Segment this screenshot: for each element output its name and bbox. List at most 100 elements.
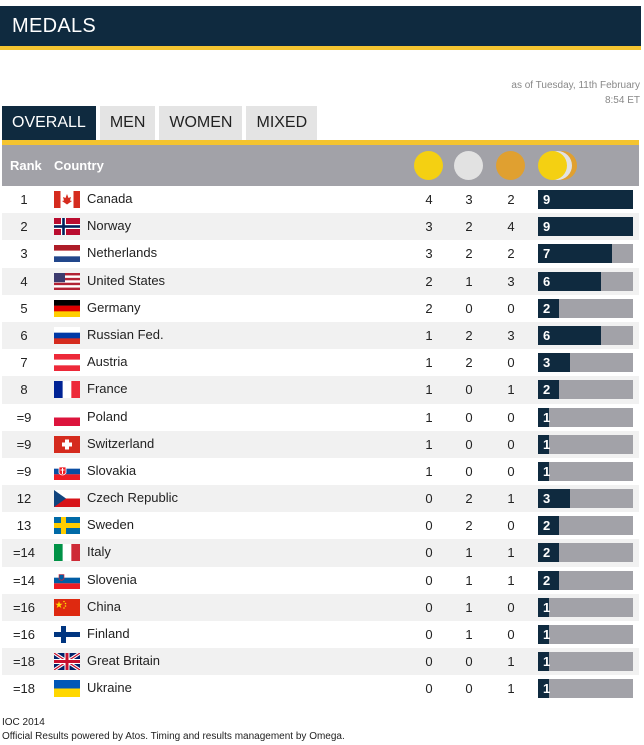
total-count: 1 [543, 627, 551, 642]
total-bar-fill [538, 489, 570, 509]
silver-count: 1 [465, 545, 473, 561]
italy-flag-icon [54, 544, 80, 562]
total-bar-fill [538, 244, 612, 264]
rank-cell: =9 [16, 463, 32, 479]
table-row[interactable]: =9 Poland 1 0 0 1 [2, 404, 639, 431]
total-count: 6 [543, 327, 551, 343]
rank-cell: =16 [12, 599, 36, 615]
rank-cell: =14 [12, 545, 36, 561]
silver-count: 0 [465, 681, 473, 697]
country-name[interactable]: Russian Fed. [87, 326, 164, 342]
gold-count: 1 [425, 409, 433, 425]
france-flag-icon [54, 381, 80, 399]
table-row[interactable]: =14 Italy 0 1 1 2 [2, 539, 639, 567]
table-row[interactable]: =16 China 0 1 0 1 [2, 593, 639, 621]
total-bar-fill [538, 461, 549, 481]
silver-count: 2 [465, 491, 473, 507]
rank-cell: 2 [20, 219, 28, 235]
bronze-count: 2 [507, 246, 515, 262]
total-bar: 6 [538, 325, 633, 345]
total-bar: 2 [538, 298, 633, 318]
country-name[interactable]: Finland [87, 626, 130, 641]
total-bar-fill [538, 652, 549, 672]
table-row[interactable]: =18 Great Britain 0 0 1 1 [2, 648, 639, 676]
table-row[interactable]: 6 Russian Fed. 1 2 3 6 [2, 321, 639, 350]
country-name[interactable]: Germany [87, 299, 141, 315]
table-row[interactable]: 1 Canada 4 3 2 9 [2, 186, 639, 213]
table-row[interactable]: 2 Norway 3 2 4 9 [2, 213, 639, 241]
country-name[interactable]: France [87, 381, 128, 397]
table-row[interactable]: 7 Austria 1 2 0 3 [2, 349, 639, 376]
country-name[interactable]: Austria [87, 354, 128, 370]
total-bar-fill [538, 679, 549, 699]
gold-count: 4 [425, 192, 433, 207]
bronze-medal-icon[interactable] [496, 151, 525, 180]
table-row[interactable]: 12 Czech Republic 0 2 1 3 [2, 485, 639, 513]
country-name[interactable]: Poland [87, 408, 128, 424]
total-count: 2 [543, 300, 551, 316]
country-name[interactable]: Norway [87, 218, 132, 234]
footer-credits: Official Results powered by Atos. Timing… [2, 731, 345, 742]
table-row[interactable]: 4 United States 2 1 3 6 [2, 267, 639, 295]
total-medals-icon[interactable] [538, 151, 580, 180]
total-bar-fill [538, 271, 602, 291]
country-name[interactable]: Slovakia [87, 462, 137, 478]
silver-count: 1 [465, 572, 473, 588]
tab-mixed[interactable]: MIXED [246, 106, 318, 140]
total-bar-fill [538, 380, 560, 400]
country-name[interactable]: United States [87, 272, 166, 288]
country-name[interactable]: Netherlands [87, 245, 158, 261]
bronze-count: 3 [507, 273, 515, 289]
country-name[interactable]: Sweden [87, 517, 134, 533]
total-bar: 2 [538, 570, 633, 590]
sweden-flag-icon [54, 517, 80, 535]
country-name[interactable]: Great Britain [87, 653, 160, 669]
gold-count: 0 [425, 681, 433, 697]
country-name[interactable]: Switzerland [87, 435, 155, 451]
country-name[interactable]: China [87, 598, 121, 614]
table-row[interactable]: 5 Germany 2 0 0 2 [2, 295, 639, 322]
bronze-count: 0 [507, 518, 515, 534]
country-name[interactable]: Slovenia [87, 571, 137, 587]
silver-count: 2 [465, 355, 473, 371]
rank-cell: =9 [16, 436, 32, 452]
country-name[interactable]: Czech Republic [87, 490, 179, 506]
tab-women[interactable]: WOMEN [159, 106, 243, 140]
tab-men[interactable]: MEN [99, 106, 156, 140]
silver-medal-icon[interactable] [454, 151, 483, 180]
table-row[interactable]: =9 Slovakia 1 0 0 1 [2, 458, 639, 485]
bronze-count: 3 [507, 327, 515, 343]
country-name[interactable]: Italy [87, 544, 111, 560]
bronze-count: 1 [507, 654, 515, 670]
bronze-count: 0 [507, 355, 515, 371]
total-bar: 1 [538, 597, 633, 617]
total-count: 2 [543, 545, 551, 561]
table-row[interactable]: =16 Finland 0 1 0 1 [2, 621, 639, 648]
bronze-count: 1 [507, 491, 515, 507]
gold-medal-icon[interactable] [414, 151, 443, 180]
country-name[interactable]: Ukraine [87, 680, 132, 696]
total-bar: 1 [538, 434, 633, 454]
rank-cell: =9 [16, 409, 32, 425]
table-row[interactable]: =14 Slovenia 0 1 1 2 [2, 567, 639, 594]
table-row[interactable]: 8 France 1 0 1 2 [2, 376, 639, 404]
total-bar: 2 [538, 380, 633, 400]
total-bar: 1 [538, 461, 633, 481]
country-name[interactable]: Canada [87, 191, 133, 206]
country-column-header[interactable]: Country [54, 158, 104, 173]
tab-overall[interactable]: OVERALL [2, 106, 96, 140]
slovakia-flag-icon [54, 462, 80, 480]
gold-count: 0 [425, 627, 433, 642]
total-bar-fill [538, 190, 633, 209]
table-row[interactable]: =18 Ukraine 0 0 1 1 [2, 675, 639, 702]
table-row[interactable]: =9 Switzerland 1 0 0 1 [2, 430, 639, 458]
rank-cell: =14 [12, 572, 36, 588]
rank-column-header[interactable]: Rank [10, 158, 42, 173]
table-row[interactable]: 13 Sweden 0 2 0 2 [2, 512, 639, 539]
total-count: 2 [543, 382, 551, 398]
silver-count: 0 [465, 436, 473, 452]
as-of-timestamp: as of Tuesday, 11th February 8:54 ET [511, 78, 640, 108]
footer: IOC 2014 Official Results powered by Ato… [2, 716, 345, 744]
table-row[interactable]: 3 Netherlands 3 2 2 7 [2, 240, 639, 267]
norway-flag-icon [54, 218, 80, 236]
